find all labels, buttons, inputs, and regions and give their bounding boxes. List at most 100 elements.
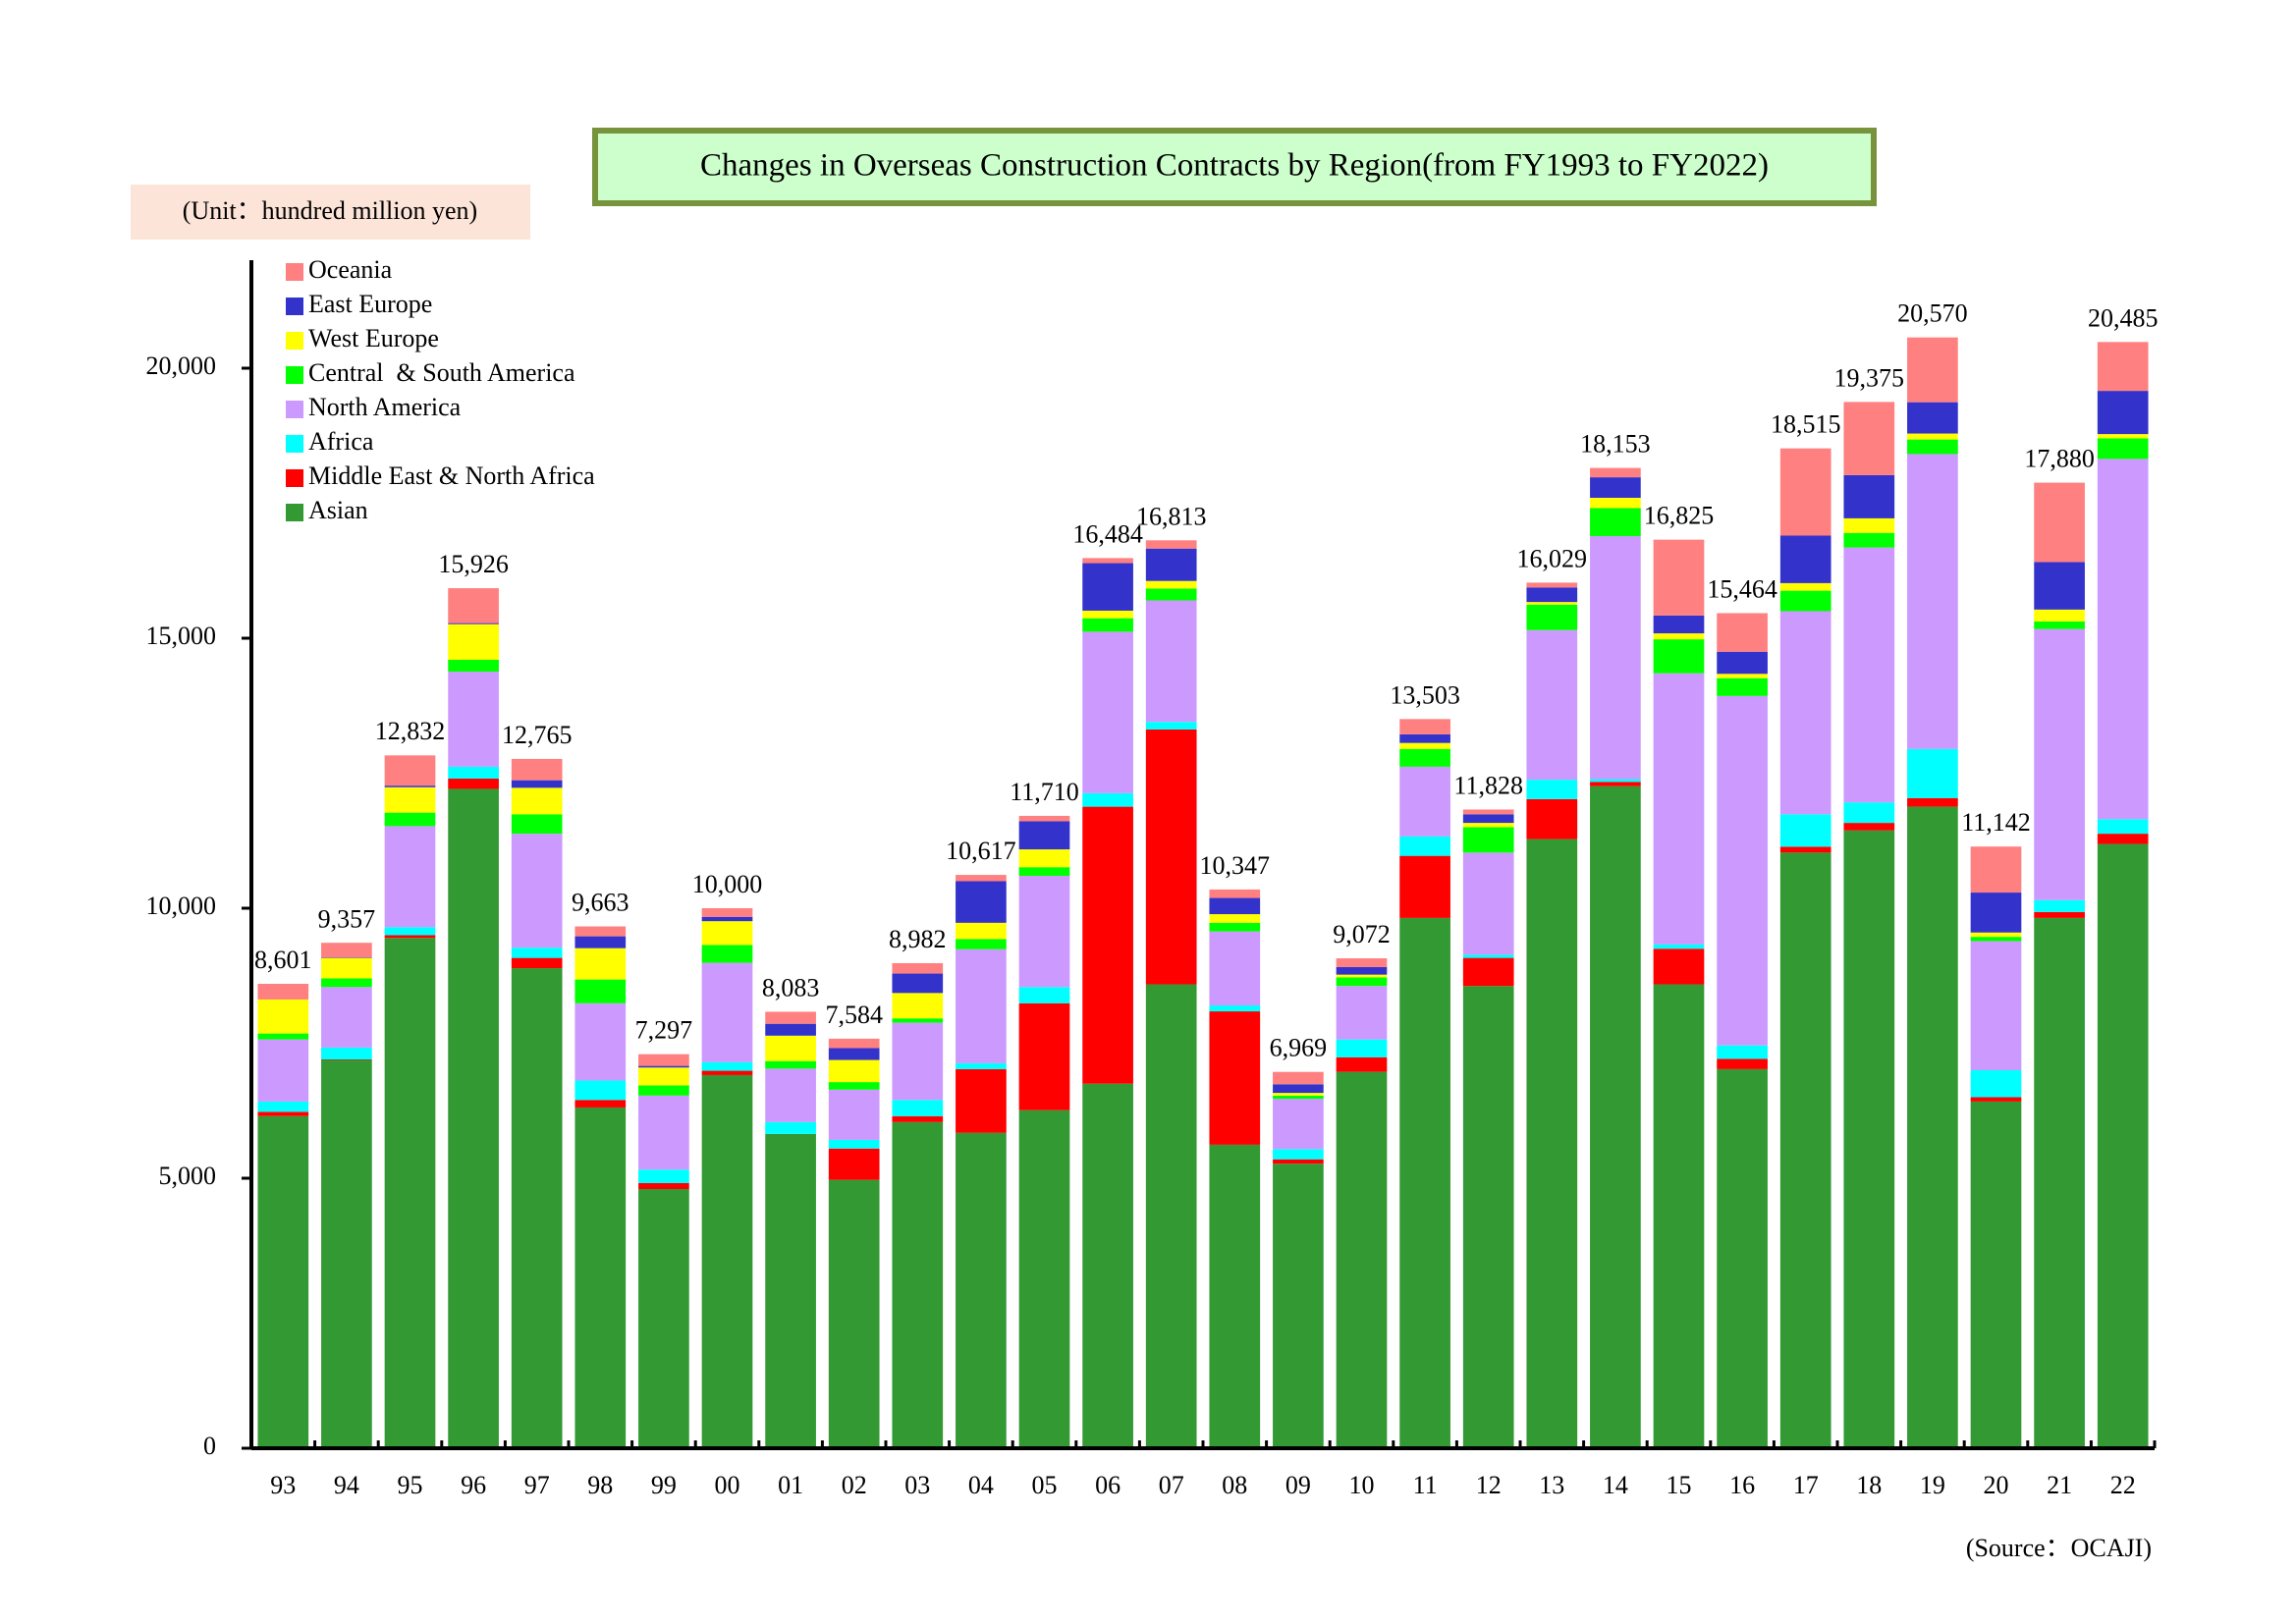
total-label: 11,710 — [1010, 778, 1079, 806]
bar-segment — [892, 962, 944, 974]
legend-label: Oceania — [308, 255, 393, 284]
bar-segment — [638, 1067, 689, 1086]
bar-segment — [1717, 613, 1768, 652]
x-tick-label: 20 — [1984, 1471, 2009, 1499]
bar-segment — [828, 1059, 880, 1083]
bar-segment — [956, 1062, 1007, 1069]
bar-segment — [448, 779, 499, 789]
bar-segment — [384, 812, 436, 827]
bar-segment — [1336, 986, 1388, 1040]
bar-segment — [511, 787, 563, 815]
bar-segment — [1653, 615, 1705, 634]
bar-segment — [892, 1121, 944, 1448]
bar-segment — [1145, 580, 1197, 589]
bar-segment — [1843, 402, 1895, 475]
bar-segment — [511, 957, 563, 969]
bar-segment — [638, 1095, 689, 1170]
bar-segment — [1843, 474, 1895, 518]
bar-segment — [638, 1189, 689, 1448]
bar-segment — [1779, 611, 1831, 815]
bar-segment — [1717, 695, 1768, 1046]
bar-segment — [701, 908, 753, 917]
bar-segment — [384, 826, 436, 928]
bar-segment — [765, 1035, 816, 1061]
bar-segment — [1018, 876, 1070, 988]
bar-segment — [1970, 941, 2022, 1070]
x-tick-label: 04 — [968, 1471, 994, 1499]
total-label: 10,617 — [946, 837, 1016, 865]
bar-segment — [257, 1101, 309, 1112]
total-label: 16,029 — [1517, 544, 1588, 572]
bar-segment — [1336, 977, 1388, 987]
bar-segment — [1273, 1084, 1324, 1094]
bar-segment — [1907, 797, 1958, 807]
bar-segment — [1653, 948, 1705, 985]
bar-segment — [1399, 719, 1450, 734]
bar-segment — [1018, 821, 1070, 850]
bar-segment — [1717, 677, 1768, 696]
bar-segment — [1779, 448, 1831, 536]
bar-segment — [1526, 582, 1578, 588]
bar-segment — [1843, 823, 1895, 831]
bar-segment — [638, 1065, 689, 1068]
bar-segment — [574, 1002, 627, 1081]
bar-segment — [2097, 834, 2149, 844]
bar-segment — [1590, 508, 1641, 537]
bar-segment — [1145, 729, 1197, 985]
x-tick-label: 00 — [715, 1471, 740, 1499]
bar-segment — [1209, 1144, 1261, 1448]
total-label: 12,765 — [502, 721, 573, 749]
bar-segment — [448, 766, 499, 779]
legend-label: Middle East & North Africa — [308, 461, 595, 490]
y-tick-label: 20,000 — [146, 352, 217, 380]
total-label: 16,813 — [1136, 502, 1207, 530]
bar-segment — [765, 1133, 816, 1448]
bar-segment — [2034, 628, 2085, 900]
bar-segment — [1399, 766, 1450, 837]
bar-segment — [1145, 600, 1197, 723]
total-label: 16,484 — [1072, 519, 1143, 548]
bar-segment — [257, 1111, 309, 1116]
bar-segment — [956, 1068, 1007, 1133]
bar-segment — [1717, 1058, 1768, 1069]
total-label: 9,663 — [572, 889, 629, 917]
bar-segment — [1526, 602, 1578, 605]
bar-segment — [1018, 1110, 1070, 1448]
legend-label: West Europe — [308, 324, 439, 352]
bar-segment — [1082, 610, 1133, 619]
x-tick-label: 11 — [1413, 1471, 1438, 1499]
total-label: 20,570 — [1897, 299, 1968, 328]
bar-segment — [1082, 806, 1133, 1084]
bar-segment — [511, 947, 563, 958]
bar-segment — [1779, 852, 1831, 1448]
bar-segment — [1653, 673, 1705, 945]
x-tick-label: 94 — [334, 1471, 359, 1499]
bar-segment — [1209, 922, 1261, 932]
bar-segment — [1273, 1159, 1324, 1164]
bar-segment — [1399, 733, 1450, 743]
bar-segment — [321, 987, 372, 1048]
bar-segment — [828, 1179, 880, 1448]
x-tick-label: 06 — [1095, 1471, 1121, 1499]
bar-segment — [701, 1070, 753, 1075]
bar-segment — [1907, 433, 1958, 440]
total-label: 8,083 — [762, 973, 820, 1001]
bar-segment — [1843, 830, 1895, 1448]
total-label: 10,347 — [1200, 851, 1271, 880]
bar-segment — [1082, 558, 1133, 564]
bar-segment — [1526, 604, 1578, 630]
bar-segment — [1273, 1099, 1324, 1150]
x-tick-label: 08 — [1222, 1471, 1247, 1499]
legend-swatch — [286, 435, 303, 453]
total-label: 19,375 — [1834, 363, 1905, 392]
x-tick-label: 13 — [1539, 1471, 1564, 1499]
bar-segment — [1653, 639, 1705, 674]
total-label: 8,982 — [889, 925, 947, 953]
bar-segment — [828, 1082, 880, 1090]
bar-segment — [2097, 843, 2149, 1448]
bar-segment — [1907, 748, 1958, 798]
bar-segment — [448, 623, 499, 660]
bar-segment — [511, 834, 563, 948]
bar-segment — [321, 957, 372, 958]
legend-label: Central & South America — [308, 358, 575, 387]
